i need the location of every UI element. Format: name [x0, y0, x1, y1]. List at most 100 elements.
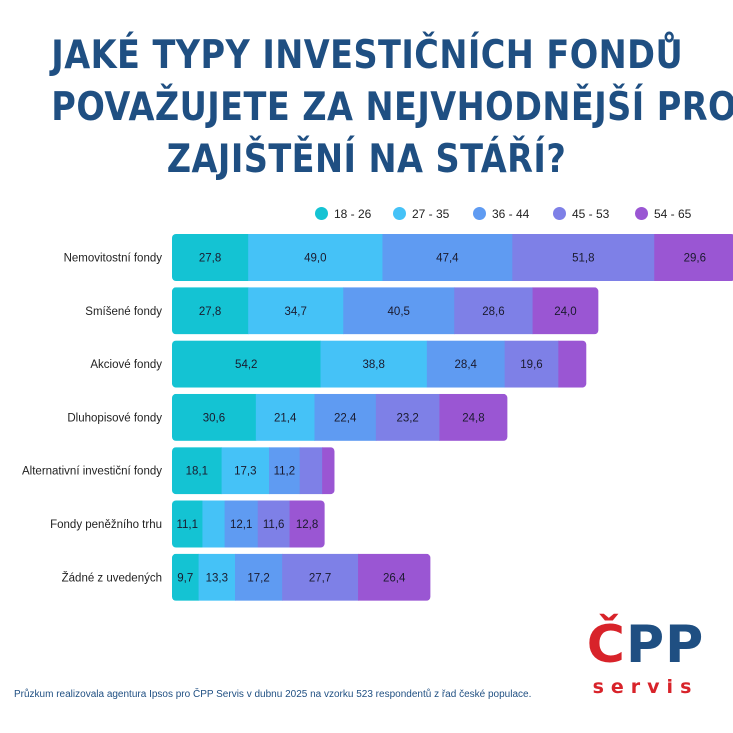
bar-segment	[202, 500, 226, 548]
data-label: 17,2	[247, 572, 269, 584]
data-label: 26,4	[383, 572, 406, 584]
legend-swatch	[315, 207, 328, 220]
category-label: Žádné z uvedených	[62, 571, 162, 584]
data-label: 30,6	[203, 412, 225, 424]
bar-segment	[512, 234, 655, 281]
bar-segment	[198, 553, 236, 601]
legend-swatch	[473, 207, 486, 220]
data-label: 51,8	[572, 253, 594, 265]
legend-swatch	[393, 207, 406, 220]
legend-swatch	[553, 207, 566, 220]
chart-title: JAKÉ TYPY INVESTIČNÍCH FONDŮ POVAŽUJETE …	[51, 30, 733, 186]
bar-row	[172, 287, 599, 335]
bar-segment	[255, 393, 315, 441]
bar-row	[172, 500, 325, 548]
data-label: 17,3	[234, 466, 256, 478]
title-line-2: POVAŽUJETE ZA NEJVHODNĚJŠÍ PRO	[51, 85, 733, 130]
data-label: 34,7	[285, 306, 307, 318]
category-label: Smíšené fondy	[85, 306, 162, 318]
bar-segment	[289, 500, 325, 548]
bar-segment	[358, 553, 431, 601]
legend-item-27-35: 27 - 35	[393, 206, 449, 222]
bar-segment	[172, 234, 249, 281]
category-label: Nemovitostní fondy	[64, 253, 163, 265]
bar-segment	[382, 234, 513, 281]
data-label: 38,8	[362, 359, 384, 371]
legend-swatch	[635, 207, 648, 220]
bar-segment	[375, 393, 440, 441]
logo-letters-pp: PP	[625, 615, 705, 675]
legend-label: 54 - 65	[654, 207, 692, 221]
bar-segment	[532, 287, 599, 335]
data-label: 18,1	[186, 466, 208, 478]
bar-segment	[314, 393, 377, 441]
bar-row	[172, 447, 335, 495]
data-label: 27,7	[309, 572, 331, 584]
legend-item-18-26: 18 - 26	[315, 206, 371, 222]
data-label: 12,1	[230, 519, 252, 531]
logo-subtitle: servis	[592, 676, 699, 698]
data-label: 28,6	[482, 306, 504, 318]
bar-segment	[343, 287, 455, 335]
data-label: 47,4	[436, 253, 459, 265]
category-label: Fondy peněžního trhu	[50, 519, 162, 531]
data-label: 27,8	[199, 253, 221, 265]
bar-segment	[454, 287, 534, 335]
legend: 18 - 26 27 - 35 36 - 44 45 - 53 54 - 65	[0, 206, 733, 222]
legend-item-45-53: 45 - 53	[553, 206, 609, 222]
bar-segment	[172, 340, 322, 388]
bar-row	[172, 234, 733, 281]
bar-segment	[172, 553, 200, 601]
legend-label: 36 - 44	[492, 207, 530, 221]
data-label: 23,2	[396, 412, 418, 424]
logo-letter-c: Č	[586, 615, 626, 675]
bar-segment	[558, 340, 587, 388]
bar-segment	[224, 500, 259, 548]
bar-row	[172, 393, 508, 441]
cpp-servis-logo: ČPP servis	[578, 614, 713, 702]
bar-segment	[257, 500, 291, 548]
data-label: 22,4	[334, 412, 357, 424]
bar-segment	[248, 234, 383, 281]
bar-segment	[172, 287, 249, 335]
bar-segment	[320, 340, 428, 388]
bar-segment	[172, 447, 223, 495]
data-label: 24,8	[462, 412, 484, 424]
data-label: 40,5	[388, 306, 410, 318]
data-label: 19,6	[520, 359, 542, 371]
bar-segment	[299, 447, 323, 495]
footnote: Průzkum realizovala agentura Ipsos pro Č…	[14, 689, 532, 700]
data-label: 28,4	[455, 359, 478, 371]
data-label: 11,2	[274, 466, 296, 478]
category-label: Akciové fondy	[90, 359, 162, 371]
title-line-3: ZAJIŠTĚNÍ NA STÁŘÍ?	[166, 137, 567, 182]
data-label: 21,4	[274, 412, 297, 424]
title-line-1: JAKÉ TYPY INVESTIČNÍCH FONDŮ	[51, 33, 684, 78]
bar-segment	[654, 234, 733, 281]
bar-segment	[322, 447, 335, 495]
bar-segment	[172, 500, 203, 548]
bar-segment	[426, 340, 506, 388]
legend-label: 45 - 53	[572, 207, 610, 221]
bar-row	[172, 553, 431, 601]
legend-label: 27 - 35	[412, 207, 450, 221]
bar-segment	[172, 393, 257, 441]
legend-item-54-65: 54 - 65	[635, 206, 691, 222]
data-label: 24,0	[554, 306, 576, 318]
logo-wordmark: ČPP	[578, 614, 713, 676]
bar-row	[172, 340, 587, 388]
bar-segment	[235, 553, 283, 601]
bar-segment	[439, 393, 508, 441]
bar-segment	[504, 340, 559, 388]
category-label: Dluhopisové fondy	[67, 412, 162, 424]
data-label: 29,6	[684, 253, 706, 265]
bar-segment	[248, 287, 344, 335]
legend-item-36-44: 36 - 44	[473, 206, 529, 222]
data-label: 9,7	[177, 572, 193, 584]
data-label: 12,8	[296, 519, 318, 531]
data-label: 11,6	[263, 519, 285, 531]
data-label: 11,1	[176, 519, 198, 531]
bar-segment	[221, 447, 270, 495]
bar-segment	[282, 553, 359, 601]
data-label: 27,8	[199, 306, 221, 318]
